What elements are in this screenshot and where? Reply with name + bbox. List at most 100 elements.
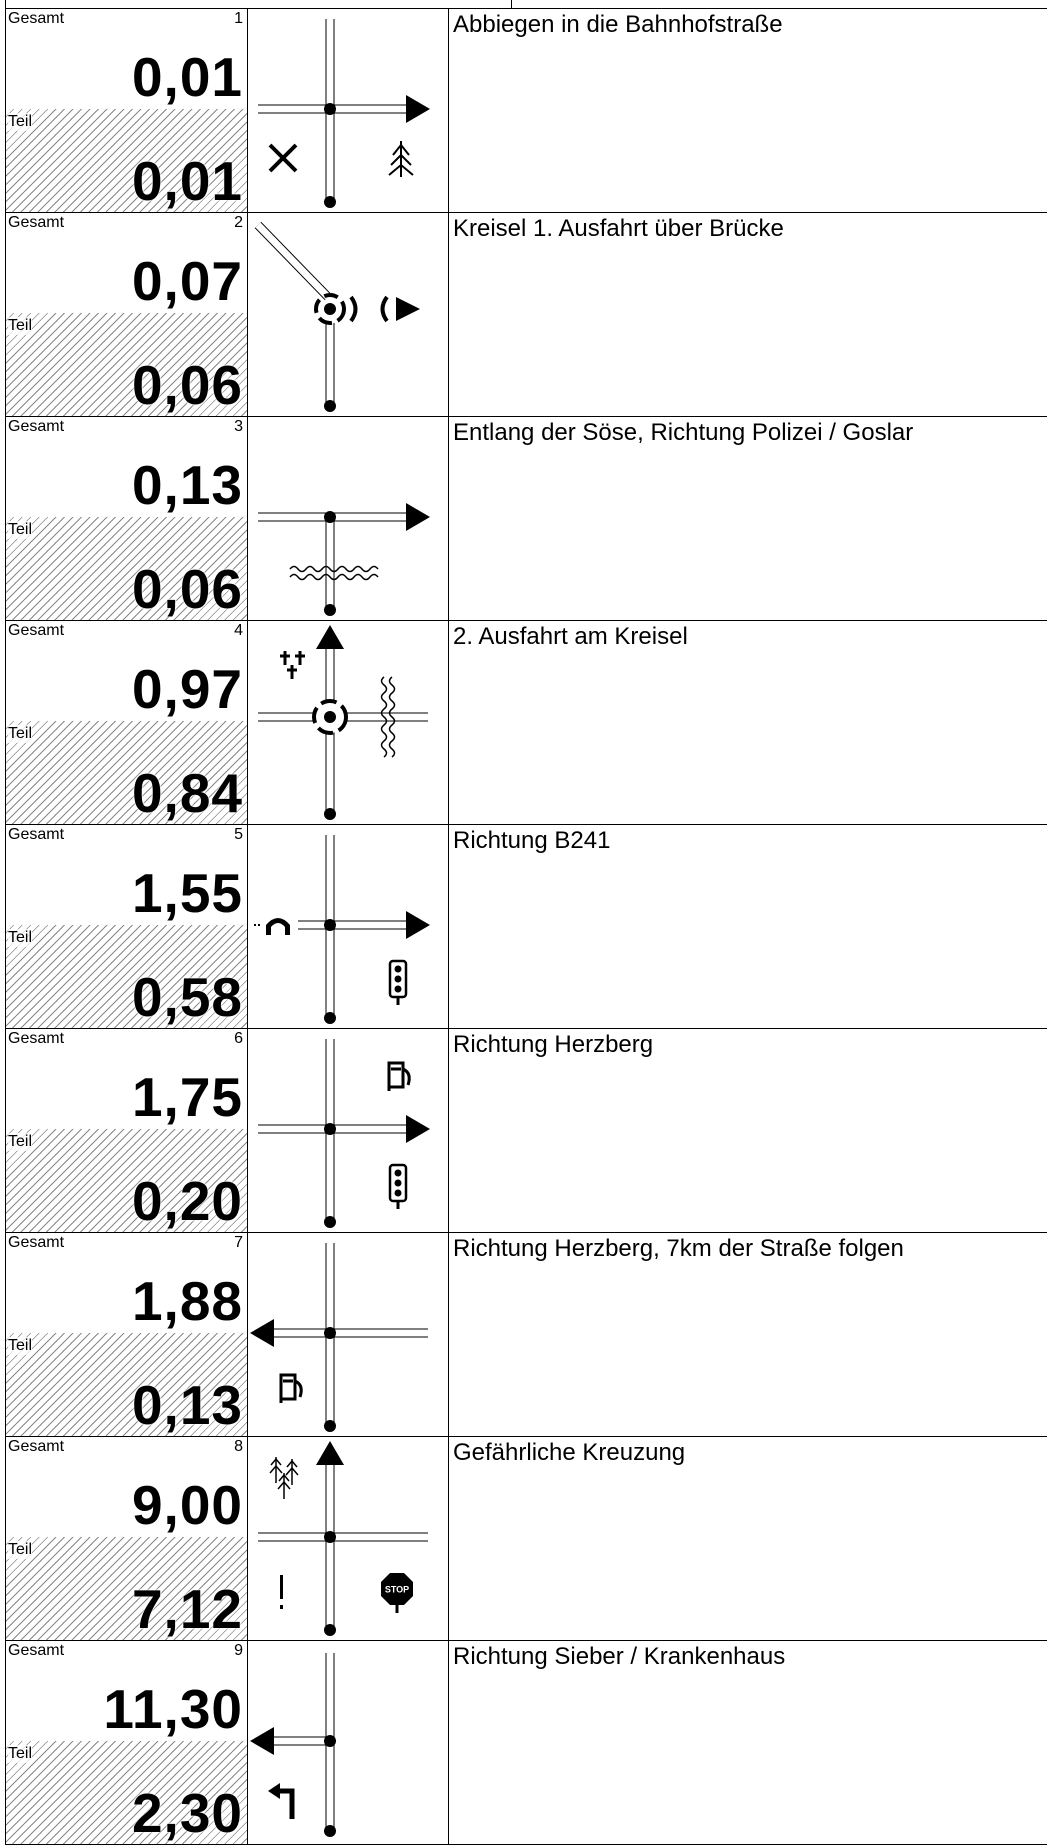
- previous-row-edge: [5, 0, 1047, 9]
- restaurant-icon: [270, 145, 296, 171]
- total-label: Gesamt: [8, 622, 64, 640]
- total-label: Gesamt: [8, 1642, 64, 1660]
- tulip-diagram: [248, 213, 449, 416]
- turn-left-icon: [268, 1783, 292, 1819]
- fuel-station-icon: [281, 1375, 301, 1403]
- junction-right-arrow-icon: [258, 503, 430, 616]
- part-distance: 0,01: [132, 149, 243, 213]
- instruction-text: Kreisel 1. Ausfahrt über Brücke: [453, 215, 784, 243]
- part-label: Teil: [8, 1337, 32, 1355]
- total-label: Gesamt: [8, 214, 64, 232]
- row-number: 1: [234, 10, 243, 28]
- cemetery-icon: [280, 651, 305, 679]
- roadbook-row: Gesamt 5 1,55 Teil 0,58: [5, 825, 1047, 1029]
- distance-cell: Gesamt 4 0,97 Teil 0,84: [6, 621, 248, 824]
- instruction-text: Entlang der Söse, Richtung Polizei / Gos…: [453, 419, 913, 447]
- roadbook-row: Gesamt 8 9,00 Teil 7,12: [5, 1437, 1047, 1641]
- row-number: 9: [234, 1642, 243, 1660]
- row-number: 6: [234, 1030, 243, 1048]
- part-distance: 0,06: [132, 557, 243, 621]
- part-label: Teil: [8, 521, 32, 539]
- row-number: 7: [234, 1234, 243, 1252]
- part-label: Teil: [8, 1541, 32, 1559]
- svg-text:STOP: STOP: [385, 1585, 409, 1595]
- part-label: Teil: [8, 929, 32, 947]
- junction-right-arrow-icon: [258, 19, 430, 208]
- roadbook-row: Gesamt 3 0,13 Teil 0,06: [5, 417, 1047, 621]
- roadbook-row: Gesamt 9 11,30 Teil 2,30: [5, 1641, 1047, 1845]
- distance-cell: Gesamt 7 1,88 Teil 0,13: [6, 1233, 248, 1436]
- row-number: 4: [234, 622, 243, 640]
- total-label: Gesamt: [8, 418, 64, 436]
- part-label: Teil: [8, 113, 32, 131]
- part-distance: 0,06: [132, 353, 243, 417]
- distance-cell: Gesamt 6 1,75 Teil 0,20: [6, 1029, 248, 1232]
- row-number: 3: [234, 418, 243, 436]
- tulip-diagram: [248, 621, 449, 824]
- bridge-icon: [383, 297, 421, 321]
- total-label: Gesamt: [8, 10, 64, 28]
- roadbook-row: Gesamt 4 0,97 Teil 0,84: [5, 621, 1047, 825]
- distance-cell: Gesamt 2 0,07 Teil 0,06: [6, 213, 248, 416]
- roundabout-icon: [258, 225, 356, 412]
- roadbook-row: Gesamt 6 1,75 Teil 0,20: [5, 1029, 1047, 1233]
- part-distance: 0,58: [132, 965, 243, 1029]
- tulip-diagram: [248, 417, 449, 620]
- part-distance: 2,30: [132, 1781, 243, 1845]
- roadbook-row: Gesamt 1 0,01 Teil 0,01: [5, 9, 1047, 213]
- instruction-text: Richtung Herzberg: [453, 1031, 653, 1059]
- instruction-text: Richtung Sieber / Krankenhaus: [453, 1643, 785, 1671]
- roadbook-row: Gesamt 7 1,88 Teil 0,13: [5, 1233, 1047, 1437]
- row-number: 2: [234, 214, 243, 232]
- total-distance: 0,13: [132, 453, 243, 517]
- tulip-diagram: [248, 1641, 449, 1844]
- total-distance: 9,00: [132, 1473, 243, 1537]
- total-distance: 1,88: [132, 1269, 243, 1333]
- junction-straight-arrow-icon: [258, 1441, 428, 1636]
- distance-cell: Gesamt 1 0,01 Teil 0,01: [6, 9, 248, 212]
- instruction-text: Richtung B241: [453, 827, 610, 855]
- distance-cell: Gesamt 8 9,00 Teil 7,12: [6, 1437, 248, 1640]
- forest-icon: [270, 1457, 298, 1499]
- part-label: Teil: [8, 1133, 32, 1151]
- distance-cell: Gesamt 5 1,55 Teil 0,58: [6, 825, 248, 1028]
- total-label: Gesamt: [8, 1234, 64, 1252]
- fuel-station-icon: [389, 1063, 409, 1091]
- traffic-light-icon: [390, 961, 406, 1005]
- tulip-diagram: [248, 1029, 449, 1232]
- total-distance: 1,75: [132, 1065, 243, 1129]
- part-label: Teil: [8, 725, 32, 743]
- instruction-text: Gefährliche Kreuzung: [453, 1439, 685, 1467]
- row-number: 5: [234, 826, 243, 844]
- part-distance: 0,84: [132, 761, 243, 825]
- tulip-diagram: [248, 1233, 449, 1436]
- warning-icon: [280, 1575, 283, 1609]
- part-distance: 7,12: [132, 1577, 243, 1641]
- total-distance: 0,07: [132, 249, 243, 313]
- traffic-light-icon: [390, 1165, 406, 1209]
- total-label: Gesamt: [8, 1438, 64, 1456]
- instruction-text: Abbiegen in die Bahnhofstraße: [453, 11, 783, 39]
- tree-icon: [389, 141, 413, 177]
- total-distance: 0,97: [132, 657, 243, 721]
- stop-sign-icon: STOP: [381, 1573, 413, 1613]
- instruction-text: Richtung Herzberg, 7km der Straße folgen: [453, 1235, 904, 1263]
- part-distance: 0,13: [132, 1373, 243, 1437]
- distance-cell: Gesamt 3 0,13 Teil 0,06: [6, 417, 248, 620]
- total-label: Gesamt: [8, 1030, 64, 1048]
- part-label: Teil: [8, 1745, 32, 1763]
- roadbook: Gesamt 1 0,01 Teil 0,01: [5, 0, 1047, 1836]
- total-distance: 1,55: [132, 861, 243, 925]
- total-distance: 11,30: [103, 1677, 243, 1741]
- tunnel-icon: [254, 915, 298, 935]
- part-label: Teil: [8, 317, 32, 335]
- junction-left-arrow-icon: [250, 1243, 428, 1432]
- distance-cell: Gesamt 9 11,30 Teil 2,30: [6, 1641, 248, 1844]
- tulip-diagram: STOP: [248, 1437, 449, 1640]
- total-label: Gesamt: [8, 826, 64, 844]
- instruction-text: 2. Ausfahrt am Kreisel: [453, 623, 688, 651]
- roadbook-row: Gesamt 2 0,07 Teil 0,06: [5, 213, 1047, 417]
- tulip-diagram: [248, 9, 449, 212]
- total-distance: 0,01: [132, 45, 243, 109]
- row-number: 8: [234, 1438, 243, 1456]
